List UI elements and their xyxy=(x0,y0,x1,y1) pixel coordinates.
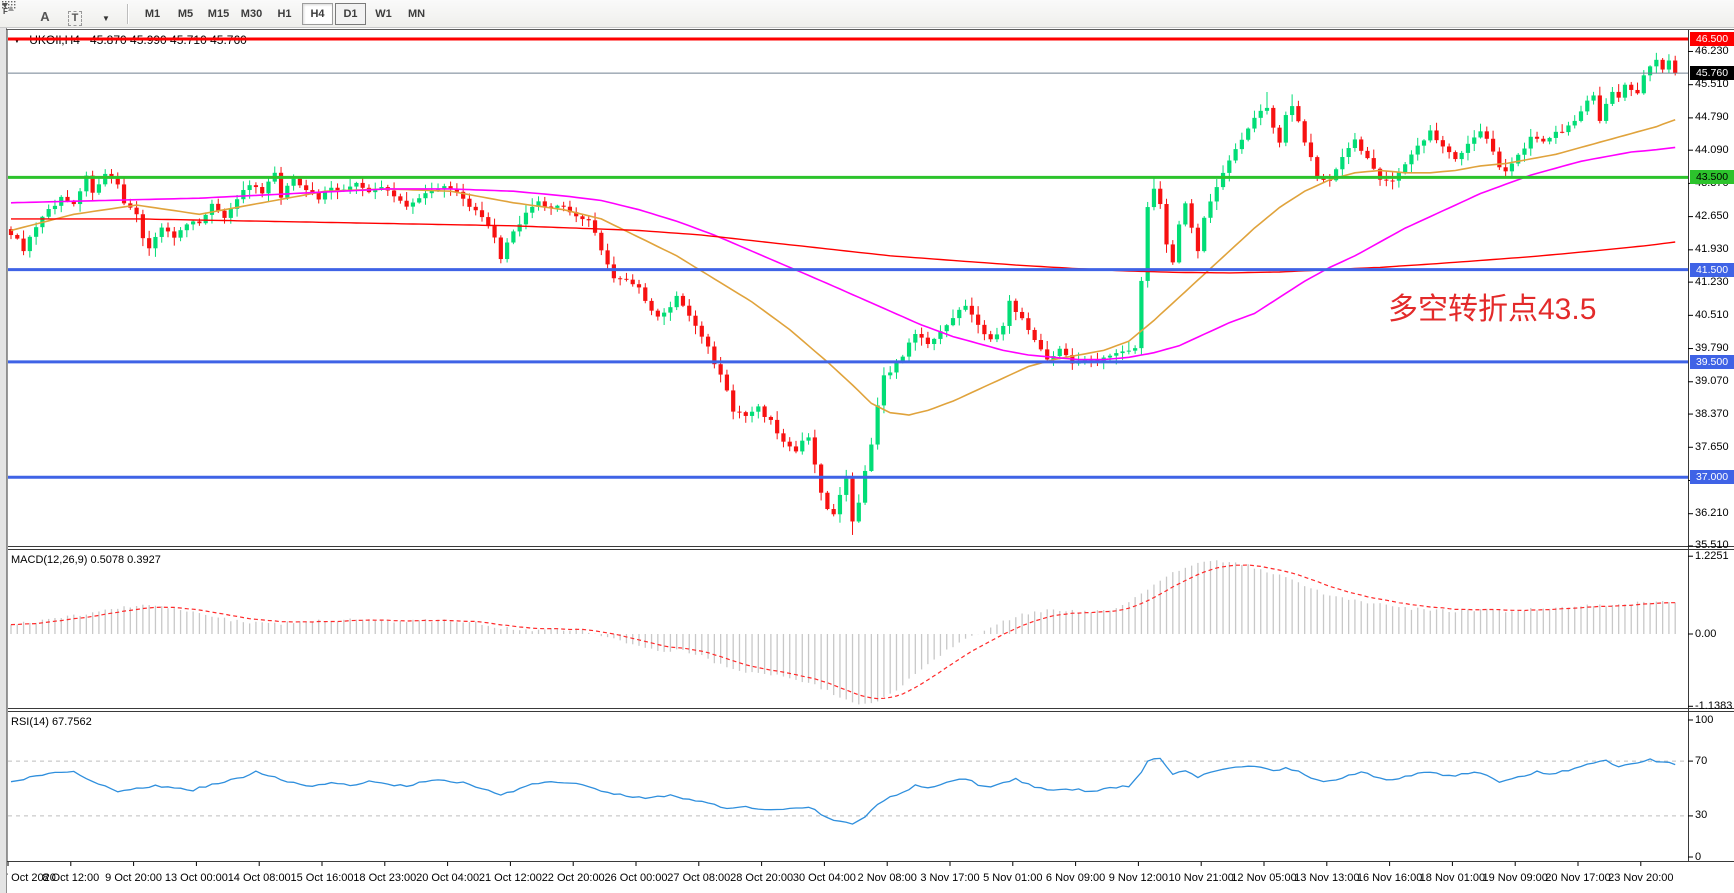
macd-tick-label: 0.00 xyxy=(1695,627,1717,640)
svg-text:F: F xyxy=(3,7,8,15)
date-tick-label: 21 Oct 12:00 xyxy=(478,872,542,884)
rsi-tick-label: 30 xyxy=(1695,809,1708,822)
price-line-badge-41.500: 41.500 xyxy=(1690,262,1734,277)
text-label-icon: A xyxy=(40,8,50,24)
macd-signal-line xyxy=(10,564,1676,700)
timeframe-m30-button[interactable]: M30 xyxy=(240,7,263,20)
date-tick-label: 8 Oct 12:00 xyxy=(42,872,100,884)
price-line-badge-43.500: 43.500 xyxy=(1690,170,1734,185)
date-tick-label: 14 Oct 08:00 xyxy=(227,872,291,884)
macd-tick-label: 1.2251 xyxy=(1695,549,1729,562)
date-tick-label: 30 Oct 04:00 xyxy=(792,872,856,884)
date-tick-label: 15 Oct 16:00 xyxy=(290,872,354,884)
tool-icon-group: F A T ▼ xyxy=(0,0,120,30)
current-price-badge: 45.760 xyxy=(1690,66,1734,81)
timeframe-d1-button[interactable]: D1 xyxy=(335,2,366,25)
timeframe-group: M1 M5 M15 M30 H1 H4 D1 W1 MN xyxy=(136,2,433,25)
price-tick-label: 40.510 xyxy=(1695,308,1729,321)
date-tick-label: 20 Nov 17:00 xyxy=(1545,872,1611,884)
timeframe-w1-button[interactable]: W1 xyxy=(375,7,392,20)
timeframe-m1-button[interactable]: M1 xyxy=(144,7,161,20)
date-tick-label: 7 Oct 2020 xyxy=(2,872,56,884)
price-tick-label: 38.370 xyxy=(1695,407,1729,420)
mid-ma-line xyxy=(10,146,1676,361)
rsi-tick-label: 70 xyxy=(1695,754,1708,767)
toolbar-separator xyxy=(127,3,129,24)
date-tick-label: 13 Nov 13:00 xyxy=(1294,872,1360,884)
macd-tick-label: -1.1383 xyxy=(1695,699,1733,712)
price-tick-label: 39.790 xyxy=(1695,342,1729,355)
date-tick-label: 2 Nov 08:00 xyxy=(857,872,917,884)
date-tick-label: 3 Nov 17:00 xyxy=(920,872,980,884)
arrow-style-icon xyxy=(2,3,14,11)
text-box-icon: T xyxy=(67,10,83,26)
price-tick-label: 39.070 xyxy=(1695,375,1729,388)
macd-histogram xyxy=(10,560,1676,705)
window-frame-edge xyxy=(0,27,7,893)
rsi-indicator-label: RSI(14) 67.7562 xyxy=(11,716,92,728)
date-tick-label: 13 Oct 00:00 xyxy=(164,872,228,884)
timeframe-m5-button[interactable]: M5 xyxy=(177,7,194,20)
price-tick-label: 44.790 xyxy=(1695,111,1729,124)
date-tick-label: 16 Nov 16:00 xyxy=(1356,872,1423,884)
chart-window-border xyxy=(6,29,1734,30)
date-tick-label: 19 Nov 09:00 xyxy=(1482,872,1548,884)
text-label-button[interactable]: A xyxy=(31,5,59,28)
date-tick-label: 9 Oct 20:00 xyxy=(105,872,163,884)
date-tick-label: 9 Nov 12:00 xyxy=(1108,872,1169,884)
arrow-style-button[interactable]: ▼ xyxy=(2,3,119,30)
price-tick-label: 42.650 xyxy=(1695,210,1729,223)
date-tick-label: 10 Nov 21:00 xyxy=(1168,872,1234,884)
timeframe-mn-button[interactable]: MN xyxy=(407,7,426,20)
slow-ma-line xyxy=(11,218,1676,274)
price-tick-label: 35.510 xyxy=(1695,539,1729,552)
price-tick-label: 41.230 xyxy=(1695,275,1729,288)
date-tick-label: 20 Oct 04:00 xyxy=(416,872,480,884)
fast-ma-line xyxy=(10,118,1676,416)
price-tick-label: 45.510 xyxy=(1695,78,1729,91)
date-tick-label: 18 Nov 01:00 xyxy=(1419,872,1486,884)
price-tick-label: 41.930 xyxy=(1695,243,1729,256)
date-tick-label: 23 Nov 20:00 xyxy=(1608,872,1674,884)
date-tick-label: 27 Oct 08:00 xyxy=(667,872,731,884)
timeframe-h4-button[interactable]: H4 xyxy=(302,2,333,25)
price-tick-label: 36.210 xyxy=(1695,507,1729,520)
date-tick-label: 22 Oct 20:00 xyxy=(541,872,605,884)
rsi-line xyxy=(10,757,1676,825)
date-tick-label: 18 Oct 23:00 xyxy=(353,872,417,884)
rsi-tick-label: 100 xyxy=(1695,713,1714,726)
timeframe-h1-button[interactable]: H1 xyxy=(277,7,292,20)
price-line-badge-37.000: 37.000 xyxy=(1690,470,1734,485)
timeframe-m15-button[interactable]: M15 xyxy=(207,7,230,20)
price-tick-label: 46.230 xyxy=(1695,44,1729,57)
date-tick-label: 6 Nov 09:00 xyxy=(1045,872,1106,884)
annotation-text[interactable]: 多空转折点43.5 xyxy=(1388,293,1597,326)
toolbar: F A T ▼ M1 M5 M15 M30 H1 H4 D1 W1 MN xyxy=(0,0,1734,28)
date-tick-label: 28 Oct 20:00 xyxy=(730,872,794,884)
rsi-tick-label: 0 xyxy=(1695,850,1702,863)
price-line-badge-39.500: 39.500 xyxy=(1690,354,1734,369)
date-tick-label: 5 Nov 01:00 xyxy=(983,872,1043,884)
price-tick-label: 44.090 xyxy=(1695,143,1729,156)
date-tick-label: 26 Oct 00:00 xyxy=(604,872,668,884)
macd-indicator-label: MACD(12,26,9) 0.5078 0.3927 xyxy=(11,554,161,566)
text-box-button[interactable]: T xyxy=(61,7,89,30)
candlestick-series xyxy=(8,52,1678,535)
price-line-badge-46.500: 46.500 xyxy=(1690,32,1734,46)
price-tick-label: 37.650 xyxy=(1695,440,1729,453)
date-tick-label: 12 Nov 05:00 xyxy=(1231,872,1297,884)
dropdown-caret-icon: ▼ xyxy=(102,13,110,23)
